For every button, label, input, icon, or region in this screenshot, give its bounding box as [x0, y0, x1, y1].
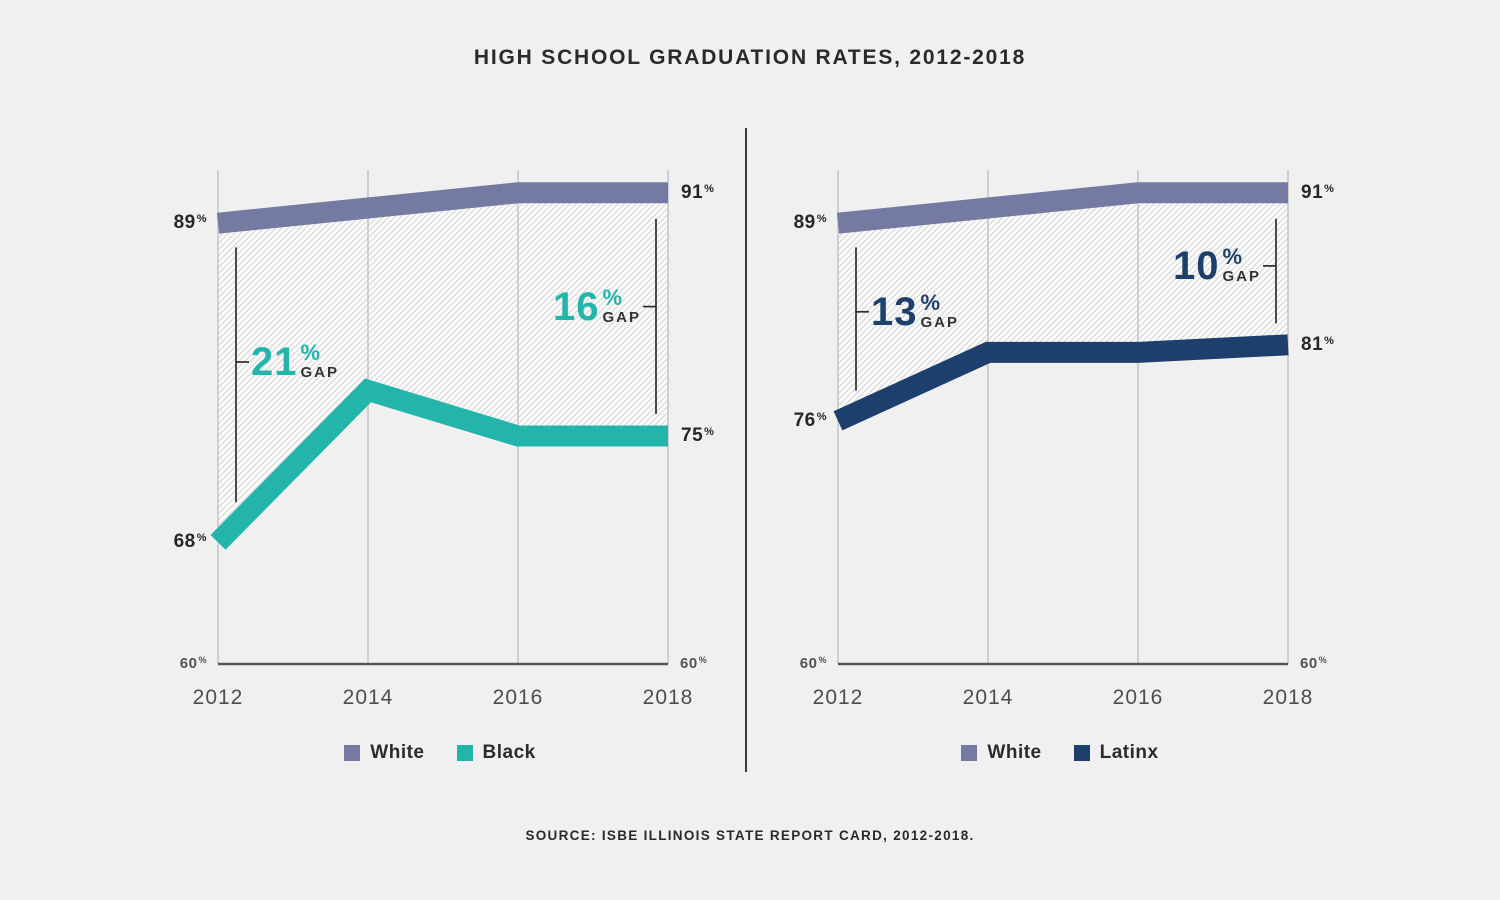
panel-divider: [745, 128, 747, 772]
source-note: SOURCE: ISBE ILLINOIS STATE REPORT CARD,…: [525, 828, 975, 843]
legend-white-black: White Black: [150, 742, 730, 764]
legend-item-white: White: [344, 742, 424, 764]
legend-swatch-white-icon: [961, 745, 978, 761]
chart-area-left: [150, 150, 730, 720]
legend-swatch-white-icon: [344, 745, 361, 761]
chart-area-right: [770, 150, 1350, 720]
legend-item-white: White: [961, 742, 1041, 764]
legend-swatch-black-icon: [456, 745, 473, 761]
series-line-white: [216, 182, 668, 234]
legend-swatch-latinx-icon: [1073, 745, 1090, 761]
series-line-minority: [210, 378, 668, 550]
gap-hatch-region: [218, 192, 668, 543]
chart-svg: [210, 170, 669, 666]
legend-item-latinx: Latinx: [1073, 742, 1159, 764]
legend-white-latinx: White Latinx: [770, 742, 1350, 764]
panel-white-vs-latinx: 89% 91% 76% 81% 60% 60% 2012 2014 2016 2018 13% GAP…: [770, 150, 1350, 745]
legend-label-latinx: Latinx: [1099, 742, 1159, 763]
legend-label-black: Black: [482, 742, 536, 763]
page-title: HIGH SCHOOL GRADUATION RATES, 2012-2018: [473, 46, 1027, 69]
legend-item-black: Black: [456, 742, 536, 764]
series-line-white: [836, 182, 1288, 234]
panel-white-vs-black: 89% 91% 68% 75% 60% 60% 2012 2014 2016 2018 21% GAP…: [150, 150, 730, 745]
legend-label-white: White: [987, 742, 1042, 763]
series-line-minority: [833, 334, 1289, 431]
legend-label-white: White: [370, 742, 425, 763]
chart-svg: [833, 170, 1289, 666]
